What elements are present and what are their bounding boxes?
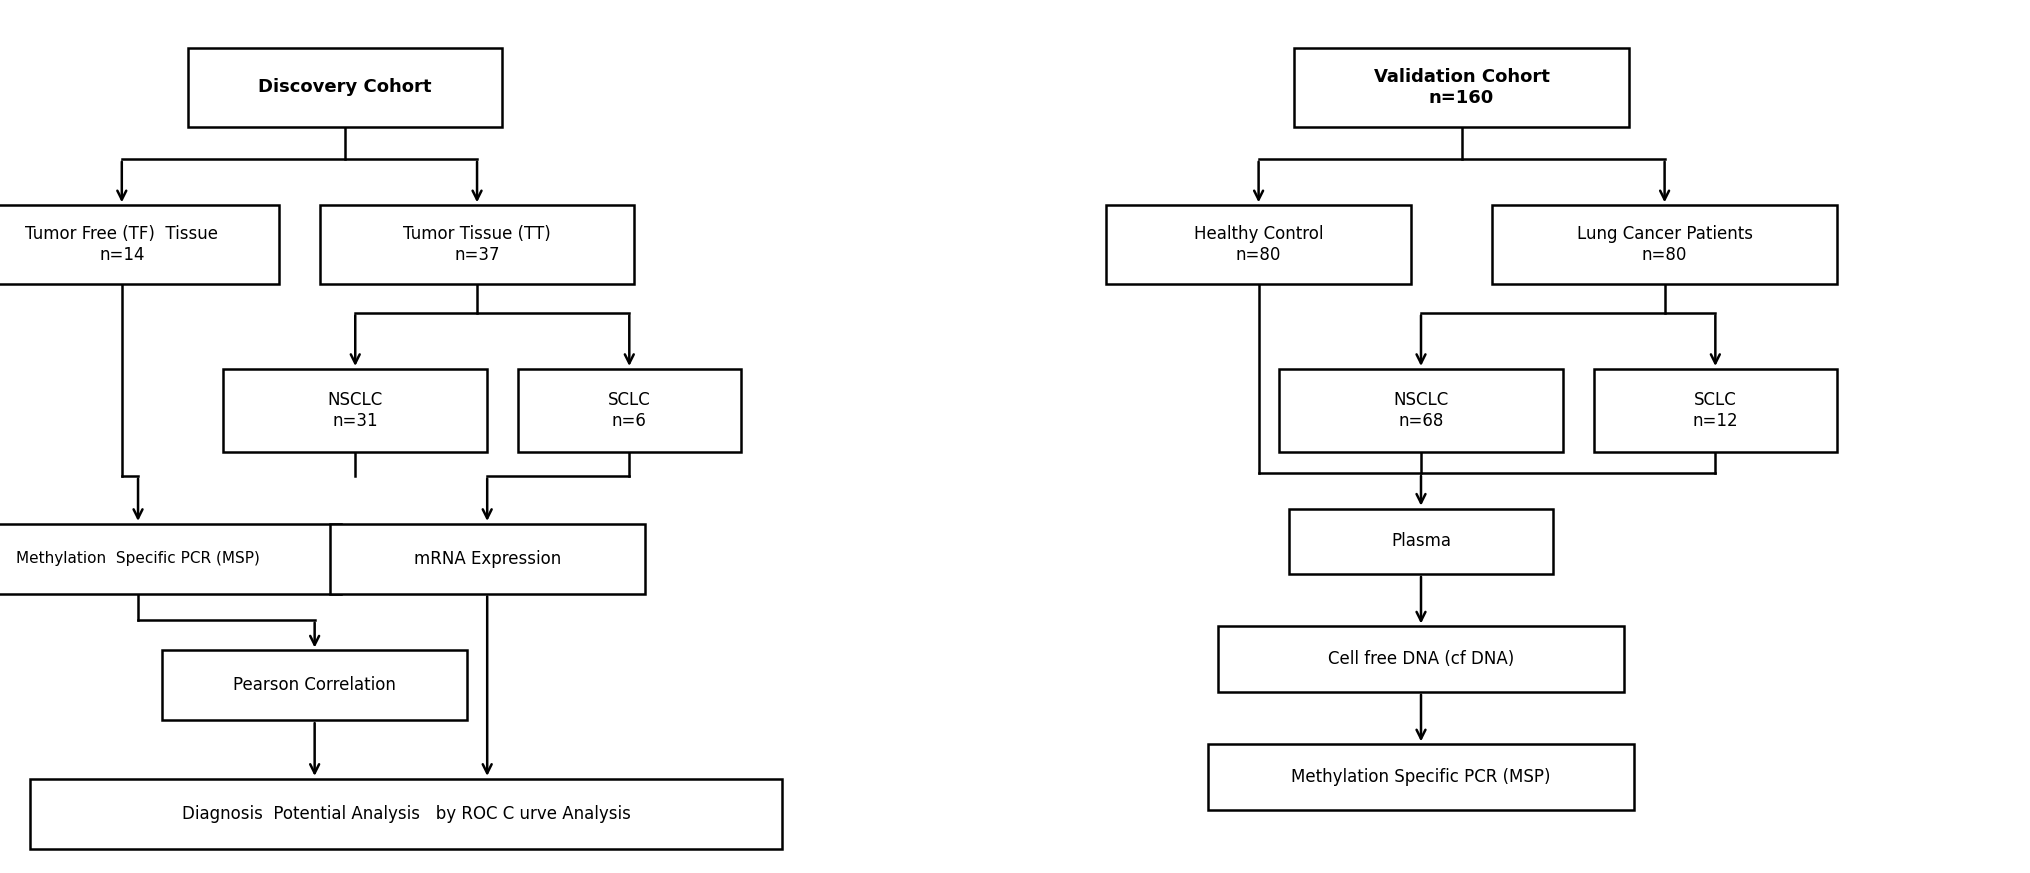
Text: Validation Cohort
n=160: Validation Cohort n=160	[1374, 68, 1549, 107]
FancyBboxPatch shape	[30, 779, 782, 849]
Text: NSCLC
n=68: NSCLC n=68	[1393, 391, 1449, 430]
Text: SCLC
n=12: SCLC n=12	[1693, 391, 1738, 430]
FancyBboxPatch shape	[1208, 744, 1634, 810]
Text: SCLC
n=6: SCLC n=6	[607, 391, 652, 430]
FancyBboxPatch shape	[1279, 368, 1563, 452]
Text: Tumor Free (TF)  Tissue
n=14: Tumor Free (TF) Tissue n=14	[24, 225, 219, 264]
FancyBboxPatch shape	[162, 650, 467, 720]
FancyBboxPatch shape	[0, 524, 341, 594]
Text: Discovery Cohort: Discovery Cohort	[258, 79, 432, 96]
FancyBboxPatch shape	[319, 205, 633, 284]
FancyBboxPatch shape	[1289, 508, 1553, 574]
Text: Plasma: Plasma	[1391, 533, 1451, 550]
FancyBboxPatch shape	[223, 368, 487, 452]
Text: Diagnosis  Potential Analysis   by ROC C urve Analysis: Diagnosis Potential Analysis by ROC C ur…	[181, 805, 631, 822]
Text: Methylation Specific PCR (MSP): Methylation Specific PCR (MSP)	[1291, 768, 1551, 786]
Text: NSCLC
n=31: NSCLC n=31	[327, 391, 384, 430]
Text: Cell free DNA (cf DNA): Cell free DNA (cf DNA)	[1328, 650, 1514, 668]
FancyBboxPatch shape	[518, 368, 741, 452]
FancyBboxPatch shape	[1594, 368, 1837, 452]
FancyBboxPatch shape	[1106, 205, 1411, 284]
FancyBboxPatch shape	[329, 524, 644, 594]
FancyBboxPatch shape	[1218, 627, 1624, 691]
FancyBboxPatch shape	[1492, 205, 1837, 284]
Text: Lung Cancer Patients
n=80: Lung Cancer Patients n=80	[1577, 225, 1752, 264]
Text: Pearson Correlation: Pearson Correlation	[233, 677, 396, 694]
FancyBboxPatch shape	[189, 48, 503, 127]
FancyBboxPatch shape	[0, 205, 278, 284]
FancyBboxPatch shape	[1295, 48, 1628, 127]
Text: Tumor Tissue (TT)
n=37: Tumor Tissue (TT) n=37	[404, 225, 550, 264]
Text: Healthy Control
n=80: Healthy Control n=80	[1194, 225, 1324, 264]
Text: mRNA Expression: mRNA Expression	[414, 550, 560, 567]
Text: Methylation  Specific PCR (MSP): Methylation Specific PCR (MSP)	[16, 551, 260, 567]
